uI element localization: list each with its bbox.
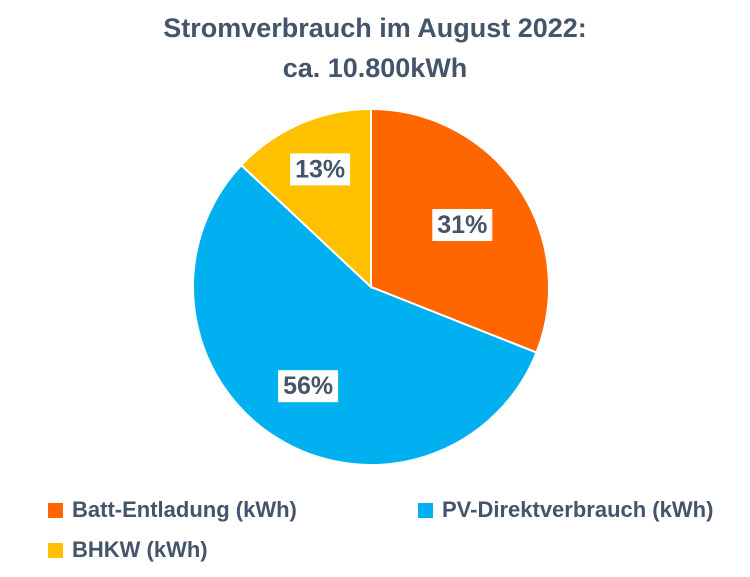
data-label-box-bhkw [290,153,351,186]
legend-swatch-batt-entladung [48,502,63,518]
legend-label-batt-entladung: Batt-Entladung (kWh) [72,497,297,522]
data-label-pv-direktverbrauch: 56% [278,370,339,403]
legend-item-batt-entladung: Batt-Entladung (kWh) [48,497,297,523]
data-label-text-bhkw: 13% [295,155,345,183]
legend-label-bhkw: BHKW (kWh) [72,537,208,562]
data-label-bhkw: 13% [290,153,351,186]
chart-title-line1: Stromverbrauch im August 2022: [163,13,587,43]
data-label-text-pv-direktverbrauch: 56% [283,372,333,400]
legend-label-pv-direktverbrauch: PV-Direktverbrauch (kWh) [442,497,714,522]
chart-title-line2: ca. 10.800kWh [282,53,468,83]
data-label-box-batt-entladung [432,209,493,241]
legend-item-pv-direktverbrauch: PV-Direktverbrauch (kWh) [418,497,713,523]
data-label-text-batt-entladung: 31% [437,211,487,239]
legend-item-bhkw: BHKW (kWh) [48,537,208,563]
data-label-batt-entladung: 31% [432,209,493,241]
legend-swatch-pv-direktverbrauch [418,502,433,518]
legend-swatch-bhkw [48,542,63,558]
data-label-box-pv-direktverbrauch [278,370,339,403]
